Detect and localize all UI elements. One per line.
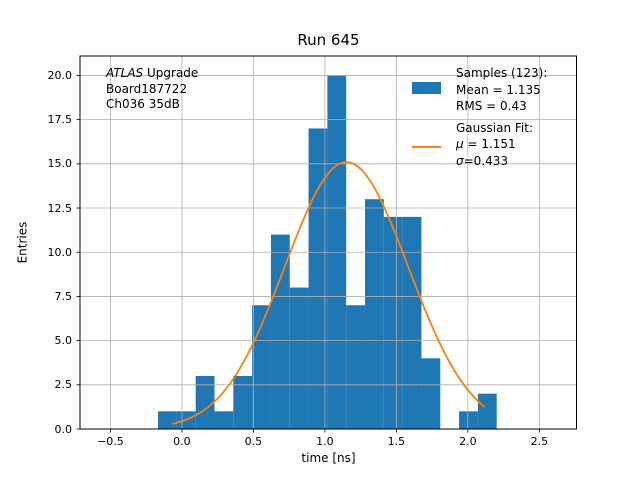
legend-mean-value: Mean = 1.135 <box>456 82 541 97</box>
legend-samples-header: Samples (123): <box>456 66 548 81</box>
annotation-brand: ATLAS <box>106 66 144 80</box>
legend-row-fit-header: Gaussian Fit: <box>412 120 547 137</box>
gaussian-fit-curve <box>171 161 486 425</box>
mu-value-text: = 1.151 <box>463 137 516 152</box>
annotation-line-3: Ch036 35dB <box>106 97 180 111</box>
fit-line-swatch-icon <box>412 146 441 149</box>
y-tick-label: 0.0 <box>54 422 73 436</box>
histogram-swatch-icon <box>412 82 441 95</box>
y-tick-label: 5.0 <box>54 334 73 348</box>
annotation-brand-rest: Upgrade <box>143 66 199 80</box>
legend-row-mean: Mean = 1.135 <box>412 82 547 99</box>
y-tick-label: 17.5 <box>47 113 73 127</box>
y-tick-label: 15.0 <box>47 157 73 171</box>
histogram-bar <box>365 199 384 429</box>
legend-sigma-value: σ=0.433 <box>456 154 508 168</box>
histogram-bar <box>459 411 478 429</box>
annotation-block: ATLAS Upgrade Board187722 Ch036 35dB <box>106 66 198 113</box>
legend-row-rms: RMS = 0.43 <box>412 98 547 115</box>
legend-row-mu: μ = 1.151 <box>412 136 547 153</box>
x-tick-label: 0.0 <box>173 435 191 448</box>
histogram-bar <box>233 375 253 429</box>
histogram-bar <box>402 216 422 429</box>
histogram-bar <box>346 305 366 429</box>
histogram-bar <box>158 411 177 429</box>
mu-symbol: μ <box>456 137 464 152</box>
legend-row-sigma: σ=0.433 <box>412 153 547 170</box>
y-tick-label: 20.0 <box>47 68 73 82</box>
x-axis-label: time [ns] <box>301 451 356 465</box>
x-tick-label: 2.0 <box>459 435 477 448</box>
legend-mu-value: μ = 1.151 <box>456 137 516 151</box>
legend-row-samples-header: Samples (123): <box>412 65 547 82</box>
tick-marks <box>76 75 540 433</box>
histogram-bar <box>421 358 441 429</box>
histogram-bar <box>477 393 497 429</box>
legend: Samples (123): Mean = 1.135 RMS = 0.43 G… <box>412 65 547 169</box>
histogram-bar <box>195 375 215 429</box>
x-tick-label: 1.0 <box>316 435 334 448</box>
legend-handle-cell <box>412 82 456 97</box>
y-tick-label: 10.0 <box>47 245 73 259</box>
histogram-bar <box>289 287 309 429</box>
x-tick-label: −0.5 <box>97 435 124 448</box>
histogram-bar <box>214 411 234 429</box>
histogram-bar <box>270 234 290 429</box>
y-tick-label: 2.5 <box>54 378 73 392</box>
legend-handle-cell <box>412 137 456 151</box>
legend-fit-header: Gaussian Fit: <box>456 120 533 135</box>
sigma-value-text: =0.433 <box>463 153 509 168</box>
axes-frame <box>79 55 577 430</box>
gridlines <box>80 56 577 430</box>
histogram-bar <box>383 216 403 429</box>
sigma-symbol: σ <box>456 153 464 168</box>
y-tick-label: 7.5 <box>54 289 73 303</box>
annotation-line-2: Board187722 <box>106 81 188 96</box>
legend-rms-value: RMS = 0.43 <box>456 99 527 114</box>
x-tick-label: 1.5 <box>387 435 406 448</box>
chart-title: Run 645 <box>297 31 360 49</box>
histogram-bar <box>308 128 328 429</box>
x-tick-label: 2.5 <box>530 435 549 448</box>
y-tick-label: 12.5 <box>47 201 73 215</box>
annotation-line-1: ATLAS Upgrade <box>106 66 198 82</box>
x-tick-label: 0.5 <box>244 435 263 448</box>
